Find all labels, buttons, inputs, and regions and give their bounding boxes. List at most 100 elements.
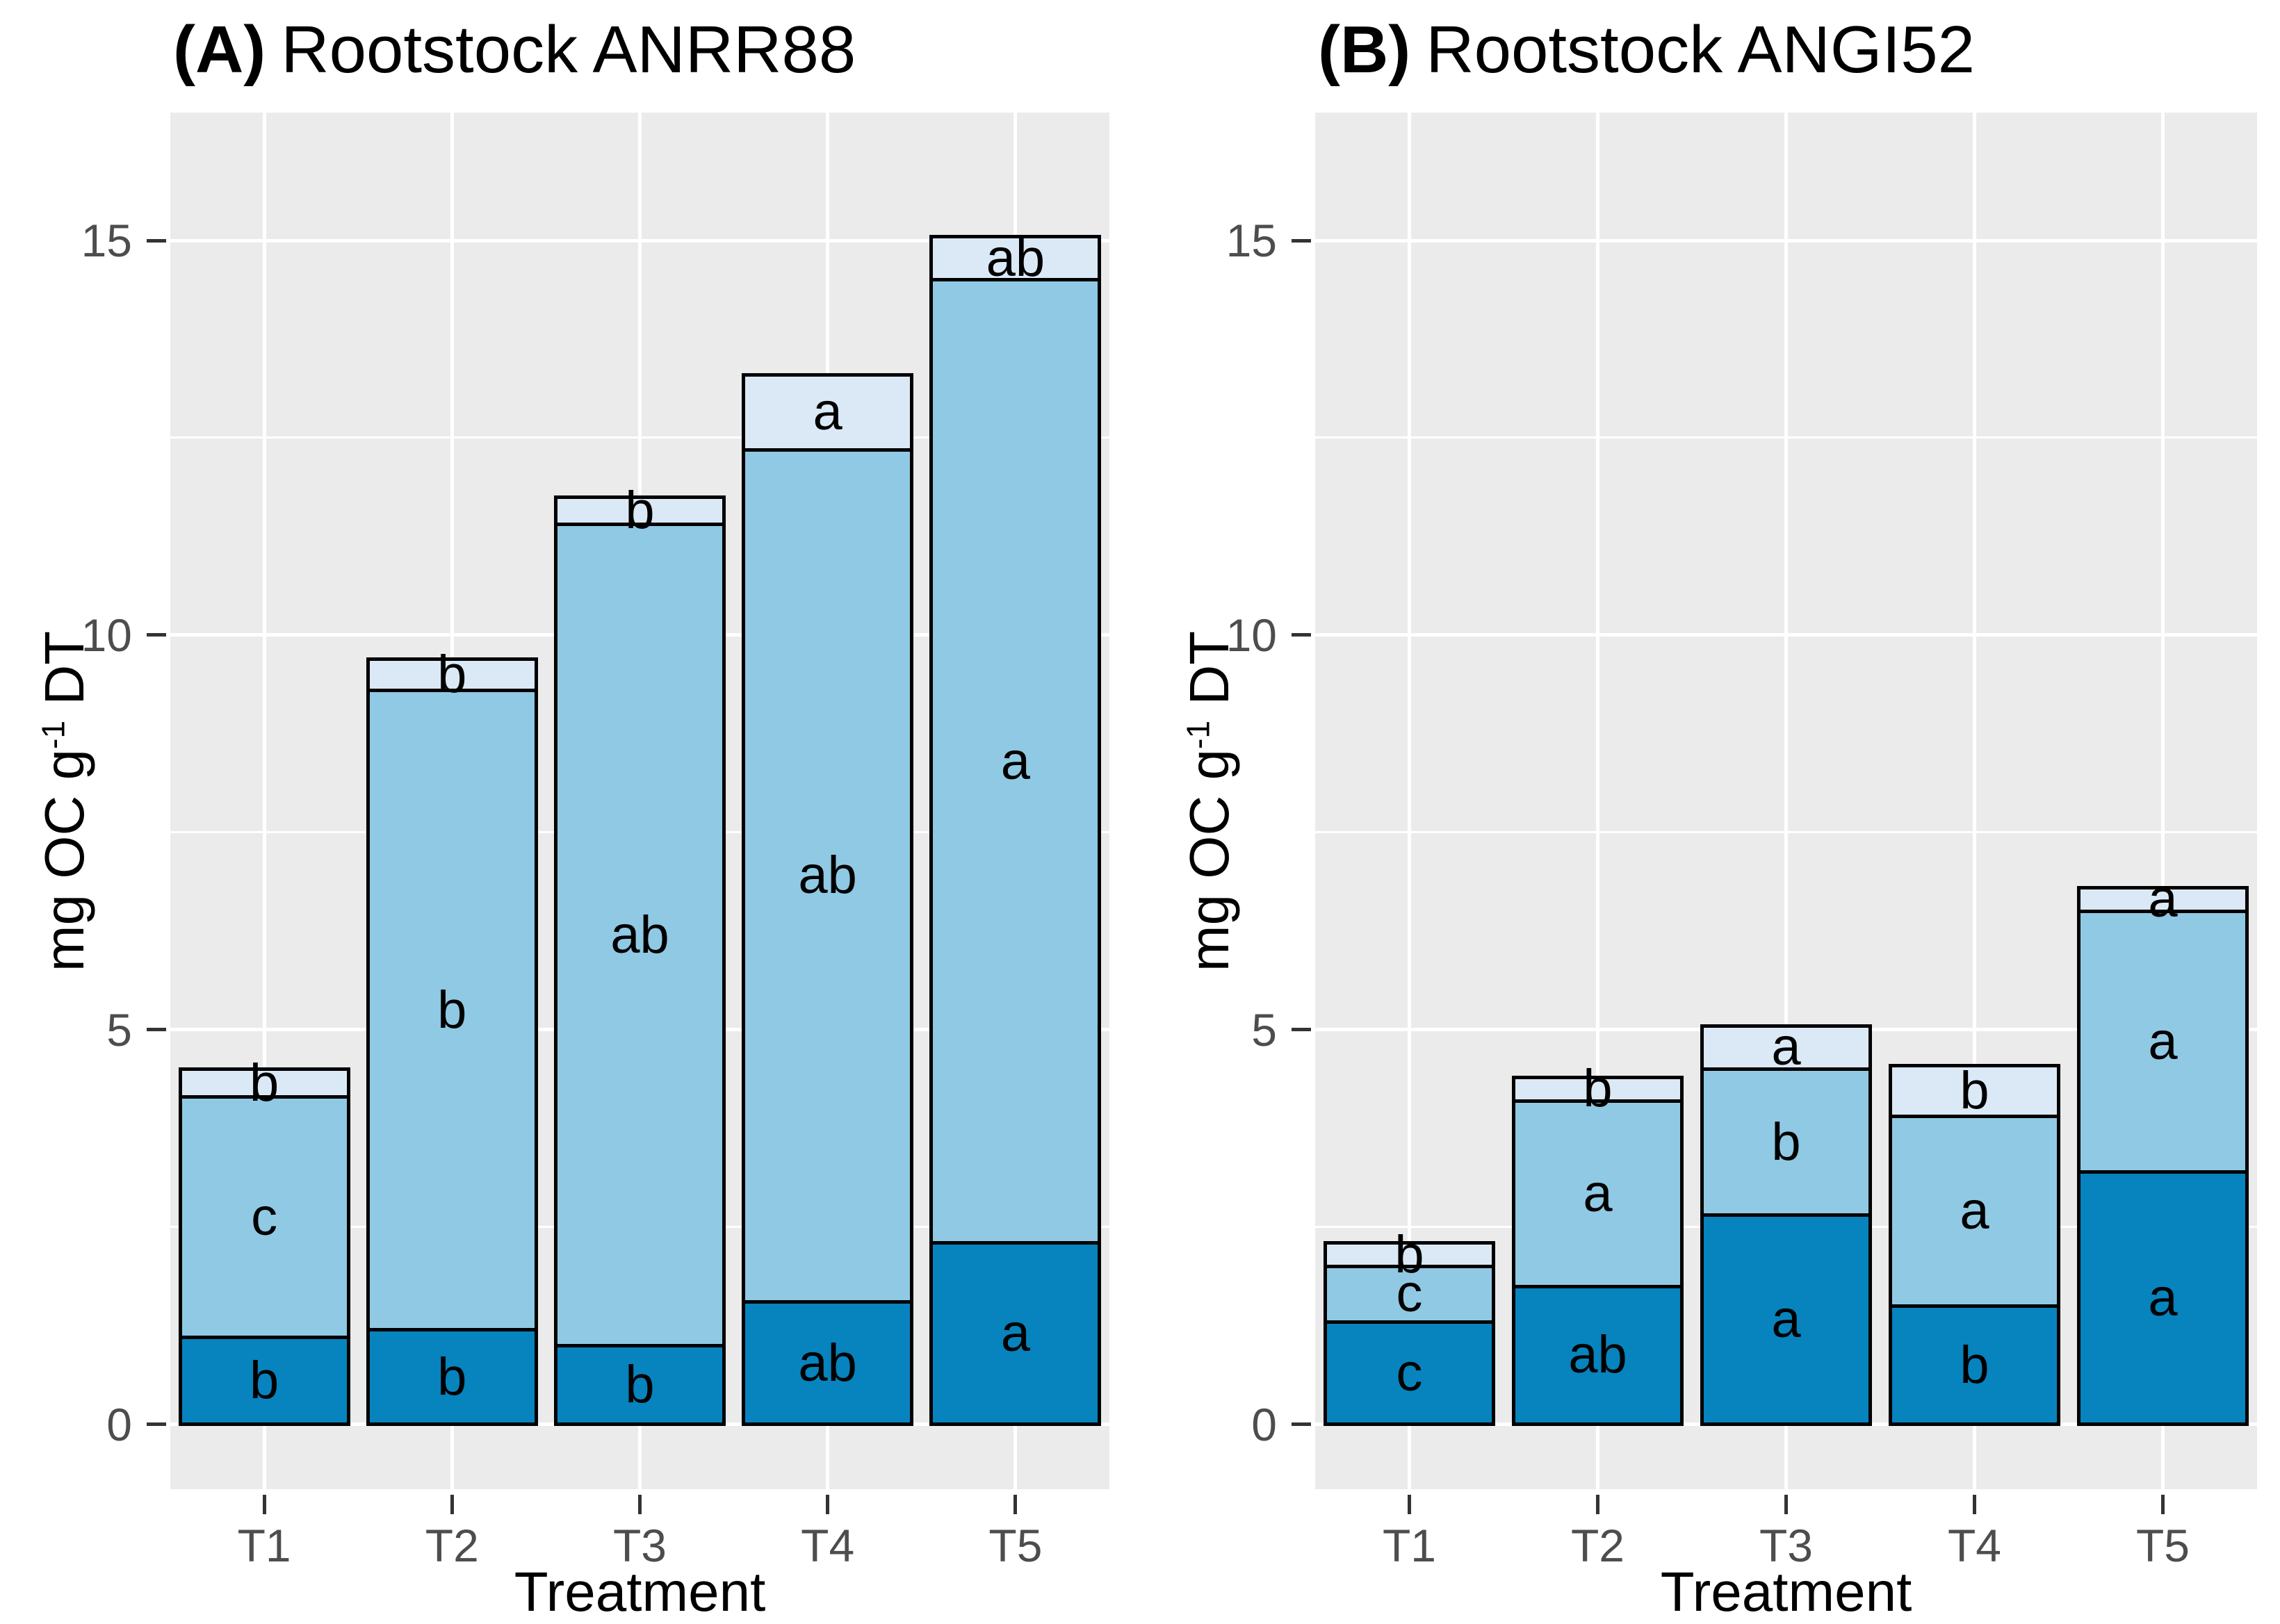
- segment-letter: b: [625, 1355, 655, 1415]
- bar-segment-dark-blue-bottom-layer: [2078, 1172, 2247, 1425]
- x-axis-tick-label: T5: [988, 1520, 1043, 1571]
- segment-letter: a: [2148, 869, 2178, 929]
- y-axis-tick-mark: [147, 238, 166, 243]
- segment-boundary-line: [1890, 1115, 2059, 1119]
- bar-outline-T2: [1512, 1075, 1684, 1427]
- segment-boundary-line: [368, 688, 537, 692]
- segment-letter: b: [249, 1351, 279, 1411]
- y-axis-title-pre: mg OC g: [33, 748, 95, 971]
- bar-segment-pale-blue-top-layer: [368, 659, 537, 691]
- bar-segment-dark-blue-bottom-layer: [555, 1345, 724, 1425]
- y-axis-tick-label: 0: [1251, 1398, 1277, 1450]
- bar-outline-T1: [178, 1067, 350, 1427]
- x-axis-tick-mark: [262, 1495, 266, 1514]
- bar-outline-T2: [366, 657, 538, 1427]
- x-axis-tick-mark: [826, 1495, 830, 1514]
- bar-segment-pale-blue-top-layer: [1325, 1242, 1494, 1267]
- bar-segment-dark-blue-bottom-layer: [1702, 1215, 1871, 1425]
- y-axis-title-A: mg OC g-1 DT: [33, 630, 97, 971]
- segment-boundary-line: [2078, 1170, 2247, 1174]
- y-axis-tick-label: 0: [106, 1398, 132, 1450]
- vertical-gridline: [1408, 113, 1411, 1489]
- bar-segment-pale-blue-top-layer: [1890, 1065, 2059, 1117]
- y-axis-tick-mark: [1292, 1028, 1311, 1032]
- segment-letter: a: [2148, 1268, 2178, 1328]
- x-axis-title-A: Treatment: [514, 1561, 766, 1623]
- vertical-gridline: [2161, 113, 2165, 1489]
- segment-letter: c: [1396, 1343, 1423, 1403]
- panel-B-title: (B) Rootstock ANGI52: [1318, 17, 1975, 83]
- segment-boundary-line: [931, 1241, 1100, 1245]
- x-axis-title-B: Treatment: [1660, 1561, 1912, 1623]
- x-axis-tick-label: T3: [612, 1520, 667, 1571]
- x-axis-tick-label: T2: [1570, 1520, 1625, 1571]
- x-axis-tick-label: T4: [1947, 1520, 2002, 1571]
- segment-letter: b: [625, 481, 655, 541]
- bar-segment-light-blue-middle-layer: [2078, 911, 2247, 1172]
- segment-letter: b: [1583, 1059, 1613, 1119]
- bar-segment-light-blue-middle-layer: [368, 690, 537, 1330]
- x-axis-tick-mark: [2161, 1495, 2165, 1514]
- bar-segment-dark-blue-bottom-layer: [368, 1329, 537, 1425]
- bar-outline-T3: [1700, 1024, 1872, 1427]
- bar-outline-T1: [1324, 1241, 1495, 1427]
- y-axis-tick-label: 10: [1226, 609, 1277, 661]
- bar-outline-T4: [1889, 1063, 2060, 1427]
- y-axis-title-pre: mg OC g: [1178, 748, 1240, 971]
- segment-boundary-line: [180, 1336, 349, 1340]
- segment-boundary-line: [1890, 1304, 2059, 1308]
- x-axis-tick-label: T1: [1382, 1520, 1437, 1571]
- segment-letter: a: [813, 382, 842, 442]
- y-axis-title-sup: -1: [1180, 720, 1216, 749]
- panel-B: (B) Rootstock ANGI52 mg OC g-1 DT 0 5 10 15 T…: [1178, 17, 2257, 1623]
- bar-outline-T3: [554, 495, 726, 1427]
- bar-segment-dark-blue-bottom-layer: [1513, 1286, 1682, 1425]
- segment-letter: a: [1583, 1163, 1613, 1223]
- segment-boundary-line: [1702, 1067, 1871, 1072]
- segment-boundary-line: [180, 1094, 349, 1099]
- segment-letter: b: [1394, 1224, 1424, 1284]
- bar-segment-pale-blue-top-layer: [743, 375, 912, 450]
- bar-segment-pale-blue-top-layer: [931, 236, 1100, 280]
- y-axis-tick-label: 5: [1251, 1003, 1277, 1056]
- segment-boundary-line: [555, 1343, 724, 1347]
- segment-letter: c: [1396, 1264, 1423, 1324]
- bar-segment-light-blue-middle-layer: [555, 524, 724, 1346]
- bar-segment-pale-blue-top-layer: [2078, 887, 2247, 912]
- y-axis-title-sup: -1: [35, 720, 72, 749]
- bar-outline-T5: [929, 234, 1102, 1427]
- segment-letter: b: [249, 1053, 279, 1113]
- x-axis-tick-mark: [638, 1495, 642, 1514]
- segment-boundary-line: [555, 523, 724, 527]
- x-axis-tick-mark: [1973, 1495, 1976, 1514]
- segment-letter: ab: [610, 905, 669, 965]
- vertical-gridline: [262, 113, 266, 1489]
- segment-letter: a: [1000, 731, 1031, 791]
- bar-segment-light-blue-middle-layer: [1890, 1116, 2059, 1306]
- vertical-gridline: [1596, 113, 1599, 1489]
- x-axis-tick-label: T1: [237, 1520, 291, 1571]
- bar-segment-pale-blue-top-layer: [1702, 1026, 1871, 1069]
- bar-segment-pale-blue-top-layer: [180, 1069, 349, 1097]
- segment-boundary-line: [1702, 1213, 1871, 1217]
- bar-segment-dark-blue-bottom-layer: [180, 1337, 349, 1425]
- x-axis-tick-mark: [1408, 1495, 1411, 1514]
- panel-A: (A) Rootstock ANRR88 mg OC g-1 DT 0 5 10 15 T…: [33, 17, 1109, 1623]
- y-axis-tick-label: 15: [81, 215, 132, 266]
- segment-letter: ab: [798, 846, 857, 905]
- segment-boundary-line: [368, 1328, 537, 1332]
- bar-segment-light-blue-middle-layer: [180, 1097, 349, 1338]
- bar-segment-light-blue-middle-layer: [1325, 1266, 1494, 1322]
- bar-segment-dark-blue-bottom-layer: [743, 1302, 912, 1425]
- panel-A-tag: (A): [173, 13, 266, 87]
- y-axis-tick-mark: [1292, 633, 1311, 637]
- bar-segment-light-blue-middle-layer: [743, 450, 912, 1302]
- bar-segment-dark-blue-bottom-layer: [931, 1242, 1100, 1425]
- segment-boundary-line: [1325, 1320, 1494, 1324]
- bar-segment-dark-blue-bottom-layer: [1325, 1322, 1494, 1425]
- vertical-gridline: [1784, 113, 1788, 1489]
- bar-segment-light-blue-middle-layer: [1513, 1101, 1682, 1287]
- x-axis-tick-mark: [450, 1495, 454, 1514]
- segment-letter: a: [1960, 1181, 1989, 1241]
